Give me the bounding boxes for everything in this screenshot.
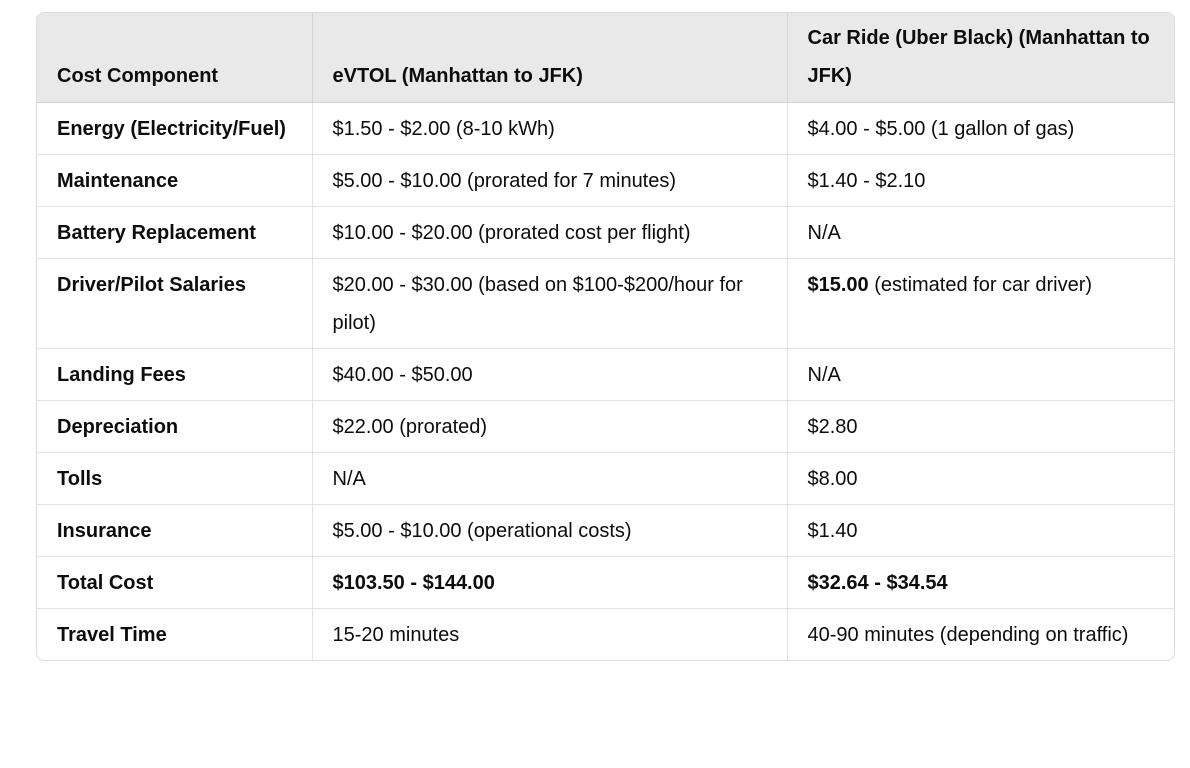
header-evtol: eVTOL (Manhattan to JFK) [311,13,787,103]
table-row: Insurance $5.00 - $10.00 (operational co… [37,504,1174,557]
row-label: Depreciation [37,400,312,453]
car-cell: $15.00 (estimated for car driver) [786,258,1174,349]
cost-comparison-table: Cost Component eVTOL (Manhattan to JFK) … [37,13,1174,660]
evtol-cell: $40.00 - $50.00 [311,348,787,401]
evtol-cell: $22.00 (prorated) [311,400,787,453]
table-row: Driver/Pilot Salaries $20.00 - $30.00 (b… [37,258,1174,349]
evtol-cell: $20.00 - $30.00 (based on $100-$200/hour… [311,258,787,349]
car-cell-note: (estimated for car driver) [868,274,1093,296]
car-cell: $4.00 - $5.00 (1 gallon of gas) [786,102,1174,155]
evtol-cell: $5.00 - $10.00 (operational costs) [311,504,787,557]
table-header-row: Cost Component eVTOL (Manhattan to JFK) … [37,13,1174,103]
car-cell: N/A [786,348,1174,401]
evtol-cell: N/A [311,452,787,505]
row-label: Total Cost [37,556,312,609]
row-label: Driver/Pilot Salaries [37,258,312,349]
table-row: Energy (Electricity/Fuel) $1.50 - $2.00 … [37,102,1174,155]
car-cell: $1.40 [786,504,1174,557]
table-row: Battery Replacement $10.00 - $20.00 (pro… [37,206,1174,259]
row-label: Travel Time [37,608,312,660]
car-cell: 40-90 minutes (depending on traffic) [786,608,1174,660]
row-label: Landing Fees [37,348,312,401]
evtol-cell: $1.50 - $2.00 (8-10 kWh) [311,102,787,155]
car-total-cell: $32.64 - $34.54 [786,556,1174,609]
table-row: Travel Time 15-20 minutes 40-90 minutes … [37,608,1174,660]
car-cell: $8.00 [786,452,1174,505]
table-row: Landing Fees $40.00 - $50.00 N/A [37,348,1174,401]
car-cell-bold-value: $15.00 [807,274,869,296]
table-row: Total Cost $103.50 - $144.00 $32.64 - $3… [37,556,1174,609]
table-row: Tolls N/A $8.00 [37,452,1174,505]
car-cell: $2.80 [786,400,1174,453]
evtol-total-cell: $103.50 - $144.00 [311,556,787,609]
row-label: Battery Replacement [37,206,312,259]
header-car-ride: Car Ride (Uber Black) (Manhattan to JFK) [786,13,1174,103]
evtol-cell: 15-20 minutes [311,608,787,660]
row-label: Tolls [37,452,312,505]
cost-comparison-table-container: Cost Component eVTOL (Manhattan to JFK) … [36,12,1175,661]
header-cost-component: Cost Component [37,13,312,103]
row-label: Energy (Electricity/Fuel) [57,118,286,140]
row-label: Insurance [37,504,312,557]
car-cell: N/A [786,206,1174,259]
table-row: Depreciation $22.00 (prorated) $2.80 [37,400,1174,453]
table-row: Maintenance $5.00 - $10.00 (prorated for… [37,154,1174,207]
evtol-cell: $5.00 - $10.00 (prorated for 7 minutes) [311,154,787,207]
row-label: Maintenance [37,154,312,207]
evtol-cell: $10.00 - $20.00 (prorated cost per fligh… [311,206,787,259]
car-cell: $1.40 - $2.10 [786,154,1174,207]
